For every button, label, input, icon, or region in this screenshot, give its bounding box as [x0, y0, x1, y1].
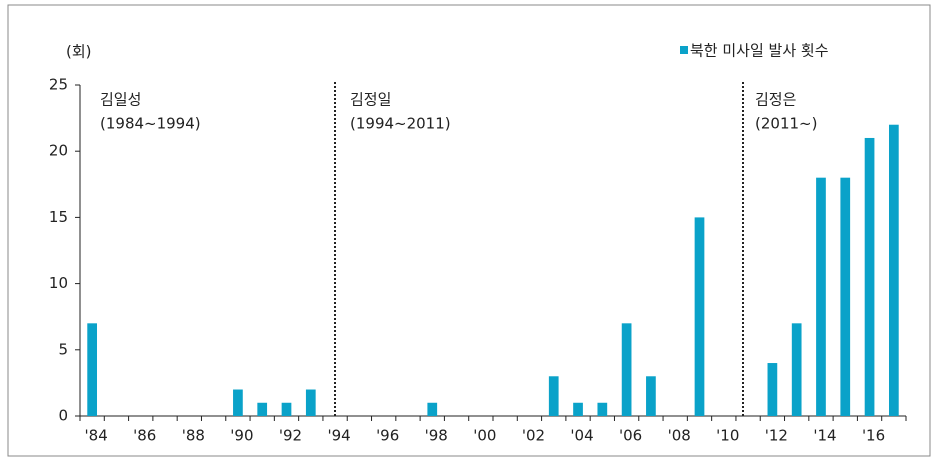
x-tick-label: '08: [668, 427, 691, 445]
legend-label: 북한 미사일 발사 횟수: [690, 42, 829, 60]
x-tick-label: '98: [425, 427, 448, 445]
x-tick-label: '92: [279, 427, 302, 445]
unit-label: (회): [66, 43, 92, 61]
annotation: 김정일: [350, 91, 391, 109]
y-tick-label: 25: [49, 76, 68, 94]
bar: [597, 402, 608, 416]
y-tick-label: 20: [49, 142, 68, 160]
x-tick-label: '94: [327, 427, 350, 445]
legend-swatch: [680, 46, 688, 54]
x-tick-label: '86: [133, 427, 156, 445]
bar: [233, 389, 243, 416]
bar: [840, 177, 851, 416]
annotation: 김일성: [100, 91, 141, 109]
bar: [864, 137, 875, 416]
annotation: 김정은: [755, 91, 796, 109]
x-tick-label: '06: [619, 427, 642, 445]
bar: [305, 389, 316, 416]
y-tick-label: 15: [49, 208, 68, 226]
x-tick-label: '10: [716, 427, 739, 445]
bar: [767, 363, 778, 416]
bar: [621, 323, 632, 416]
annotation: (1984~1994): [100, 115, 201, 133]
bar: [257, 402, 268, 416]
x-tick-label: '04: [570, 427, 593, 445]
x-tick-label: '02: [522, 427, 545, 445]
x-tick-label: '00: [473, 427, 496, 445]
x-tick-label: '96: [376, 427, 399, 445]
bar: [791, 323, 802, 416]
x-tick-label: '90: [230, 427, 253, 445]
x-tick-label: '14: [813, 427, 836, 445]
bar: [281, 402, 292, 416]
x-tick-label: '84: [85, 427, 108, 445]
x-tick-label: '16: [862, 427, 885, 445]
bar: [816, 177, 826, 416]
bar: [888, 124, 899, 416]
bar: [694, 217, 705, 416]
y-tick-label: 10: [49, 274, 68, 292]
bar: [646, 376, 656, 416]
annotation: (1994~2011): [350, 115, 451, 133]
annotation: (2011~): [755, 115, 817, 133]
bar: [548, 376, 559, 416]
y-tick-label: 0: [58, 407, 68, 425]
bar: [573, 402, 583, 416]
x-tick-label: '12: [765, 427, 788, 445]
x-tick-label: '88: [182, 427, 205, 445]
frame: [7, 4, 931, 457]
y-tick-label: 5: [58, 340, 68, 358]
bar: [427, 402, 438, 416]
bar: [87, 323, 98, 416]
